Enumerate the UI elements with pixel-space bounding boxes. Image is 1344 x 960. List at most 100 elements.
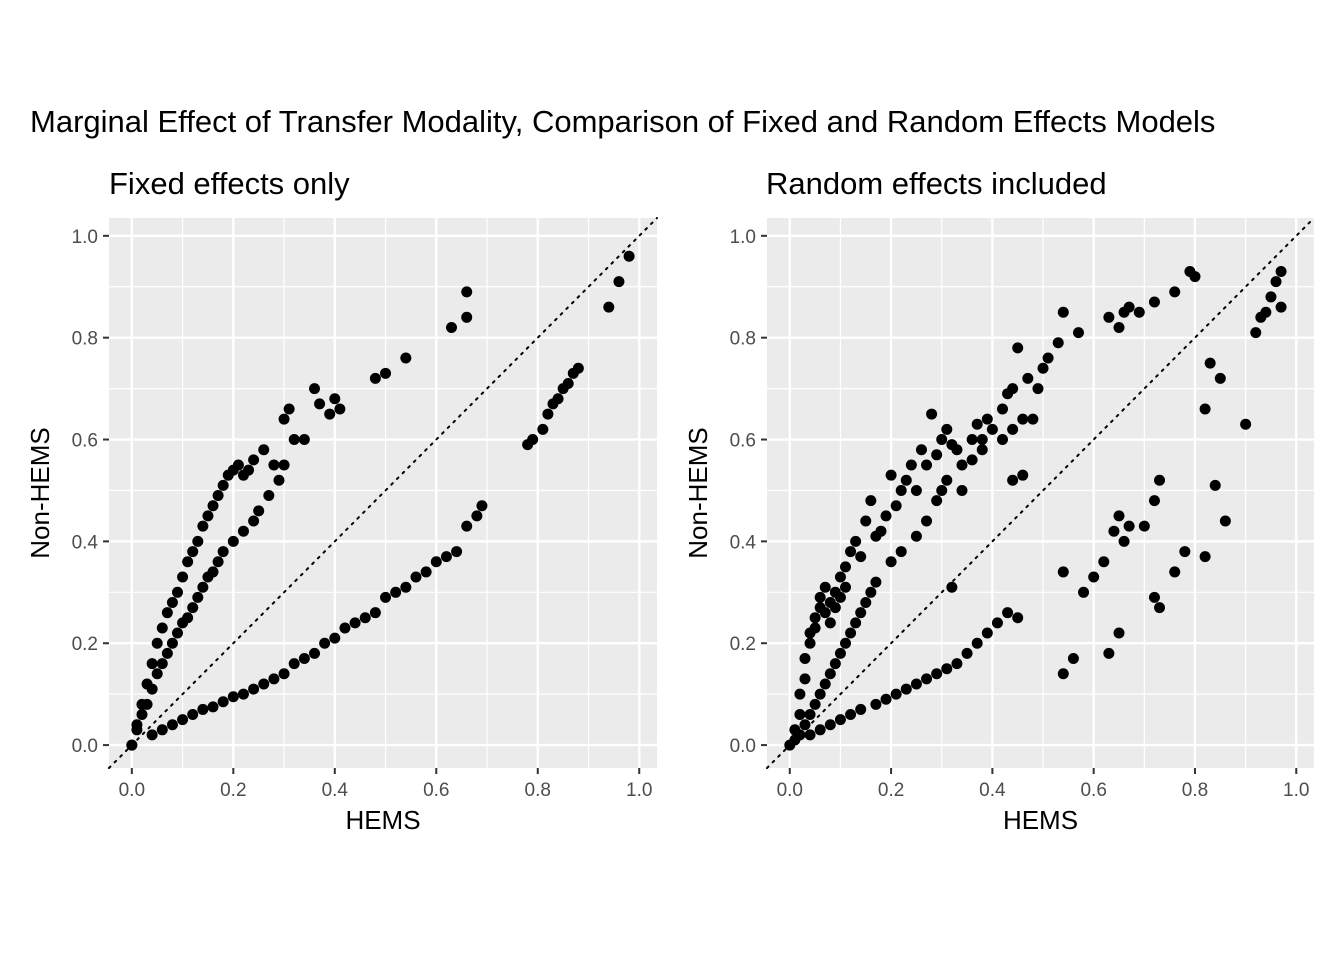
data-point	[248, 683, 260, 695]
data-point	[430, 556, 442, 568]
data-point	[1133, 306, 1145, 318]
data-point	[156, 658, 168, 670]
panel-title-random: Random effects included	[766, 166, 1107, 201]
data-point	[537, 423, 549, 435]
data-point	[319, 637, 331, 649]
y-tick-label: 0.2	[72, 634, 98, 655]
data-point	[273, 474, 285, 486]
data-point	[875, 525, 887, 537]
data-point	[946, 581, 958, 593]
x-tick-label: 0.0	[777, 780, 803, 801]
data-point	[921, 515, 933, 527]
data-point	[976, 444, 988, 456]
data-point	[283, 403, 295, 415]
data-point	[1113, 510, 1125, 522]
data-point	[1154, 474, 1166, 486]
data-point	[207, 500, 219, 512]
data-point	[197, 703, 209, 715]
data-point	[1260, 306, 1272, 318]
data-point	[921, 673, 933, 685]
data-point	[814, 591, 826, 603]
data-point	[202, 510, 214, 522]
data-point	[799, 653, 811, 665]
data-point	[1148, 296, 1160, 308]
data-point	[410, 571, 422, 583]
x-axis-title: HEMS	[345, 805, 420, 835]
data-point	[1113, 627, 1125, 639]
data-point	[451, 546, 463, 558]
data-point	[804, 709, 816, 721]
data-point	[1103, 647, 1115, 659]
data-point	[248, 454, 260, 466]
data-point	[1088, 571, 1100, 583]
data-point	[860, 596, 872, 608]
identity-reference-line	[766, 217, 1315, 769]
data-point	[232, 459, 244, 471]
data-point	[966, 434, 978, 446]
data-point	[1250, 327, 1262, 339]
data-point	[1007, 383, 1019, 395]
data-point	[1057, 306, 1069, 318]
data-point	[1169, 566, 1181, 578]
data-point	[936, 484, 948, 496]
data-point	[1057, 566, 1069, 578]
data-point	[824, 719, 836, 731]
data-point	[956, 484, 968, 496]
y-tick-label: 0.0	[730, 736, 756, 757]
x-tick-label: 0.4	[322, 780, 349, 801]
data-point	[146, 658, 158, 670]
data-point	[814, 688, 826, 700]
data-point	[227, 535, 239, 547]
data-point	[855, 607, 867, 619]
data-point	[845, 546, 857, 558]
data-point	[329, 632, 341, 644]
x-tick-label: 1.0	[1283, 780, 1309, 801]
data-point	[1123, 301, 1135, 313]
data-point	[400, 352, 412, 364]
data-point	[819, 607, 831, 619]
data-point	[623, 250, 635, 262]
data-point	[1022, 372, 1034, 384]
data-point	[151, 668, 163, 680]
data-point	[834, 591, 846, 603]
data-point	[915, 444, 927, 456]
data-point	[819, 678, 831, 690]
data-point	[288, 434, 300, 446]
data-point	[840, 637, 852, 649]
y-tick-label: 0.4	[72, 532, 99, 553]
data-point	[212, 490, 224, 502]
data-point	[931, 668, 943, 680]
data-point	[1118, 535, 1130, 547]
data-point	[461, 311, 473, 323]
data-point	[476, 500, 488, 512]
data-point	[156, 724, 168, 736]
data-point	[156, 622, 168, 634]
data-point	[146, 729, 158, 741]
data-point	[1275, 265, 1287, 277]
y-tick-label: 0.0	[72, 736, 98, 757]
panel-title-fixed: Fixed effects only	[109, 166, 350, 201]
data-point	[1017, 469, 1029, 481]
data-point	[941, 423, 953, 435]
data-point	[1240, 418, 1252, 430]
data-point	[1057, 668, 1069, 680]
data-point	[1154, 602, 1166, 614]
data-point	[804, 729, 816, 741]
x-tick-label: 1.0	[626, 780, 652, 801]
data-point	[446, 321, 457, 333]
data-point	[207, 566, 219, 578]
data-point	[141, 698, 153, 710]
data-point	[971, 637, 983, 649]
data-point	[461, 520, 473, 532]
x-tick-label: 0.4	[979, 780, 1006, 801]
data-point	[461, 286, 473, 298]
y-tick-label: 0.2	[730, 634, 756, 655]
data-point	[845, 709, 857, 721]
data-point	[187, 546, 199, 558]
data-point	[151, 637, 163, 649]
data-point	[1012, 342, 1024, 354]
data-point	[799, 719, 811, 731]
data-point	[809, 622, 821, 634]
data-point	[1199, 403, 1211, 415]
data-point	[172, 627, 183, 639]
